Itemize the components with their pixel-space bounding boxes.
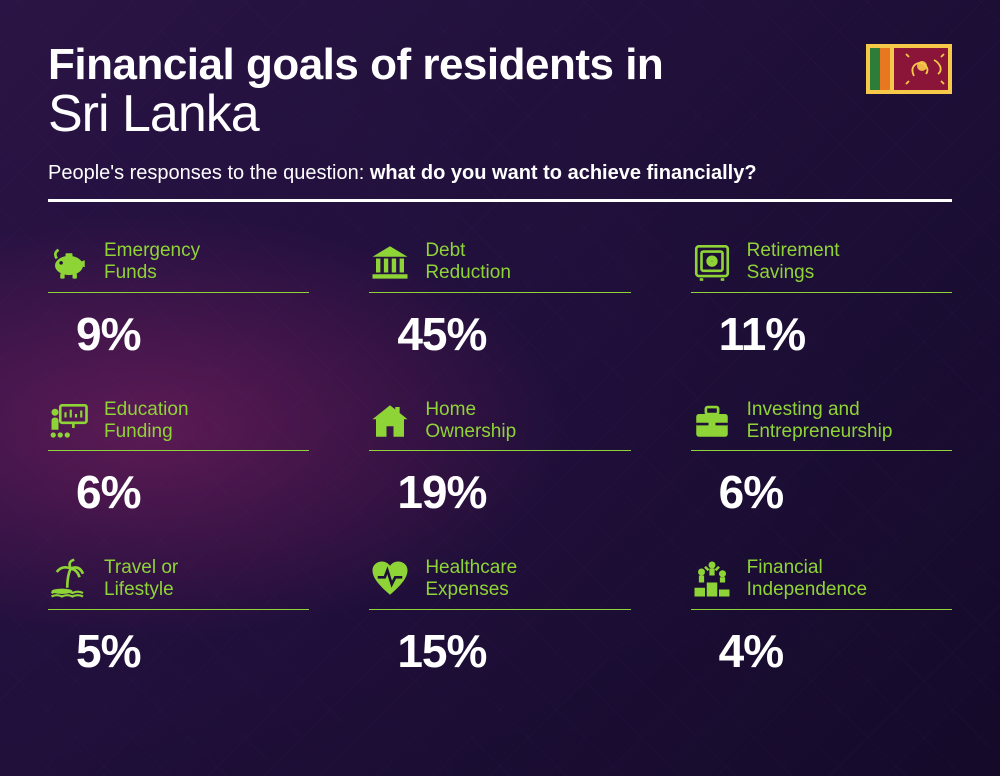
subtitle-question: what do you want to achieve financially? bbox=[370, 162, 757, 184]
stat-label-line2: Funds bbox=[104, 262, 200, 284]
stat-value: 5% bbox=[76, 624, 309, 678]
stat-item: Travel orLifestyle 5% bbox=[48, 557, 309, 678]
house-icon bbox=[369, 400, 411, 442]
stat-label-line2: Reduction bbox=[425, 262, 511, 284]
stat-item-header: DebtReduction bbox=[369, 240, 630, 293]
stat-label-line2: Independence bbox=[747, 579, 867, 601]
presentation-icon bbox=[48, 400, 90, 442]
stat-value: 11% bbox=[719, 307, 952, 361]
stat-value: 9% bbox=[76, 307, 309, 361]
briefcase-icon bbox=[691, 400, 733, 442]
stat-item-header: EmergencyFunds bbox=[48, 240, 309, 293]
stat-item-header: EducationFunding bbox=[48, 399, 309, 452]
subtitle-prefix: People's responses to the question: bbox=[48, 162, 370, 184]
stats-grid: EmergencyFunds 9% DebtReduction 45% Retireme… bbox=[48, 240, 952, 678]
stat-label: FinancialIndependence bbox=[747, 557, 867, 601]
stat-item-header: HomeOwnership bbox=[369, 399, 630, 452]
safe-icon bbox=[691, 241, 733, 283]
stat-label: HealthcareExpenses bbox=[425, 557, 517, 601]
podium-icon bbox=[691, 558, 733, 600]
stat-label: RetirementSavings bbox=[747, 240, 840, 284]
stat-value: 15% bbox=[397, 624, 630, 678]
stat-label-line1: Healthcare bbox=[425, 557, 517, 579]
stat-item-header: HealthcareExpenses bbox=[369, 557, 630, 610]
stat-item-header: Travel orLifestyle bbox=[48, 557, 309, 610]
stat-item: HomeOwnership 19% bbox=[369, 399, 630, 520]
stat-label-line1: Financial bbox=[747, 557, 867, 579]
stat-label-line2: Lifestyle bbox=[104, 579, 178, 601]
piggy-bank-icon bbox=[48, 241, 90, 283]
stat-label-line2: Entrepreneurship bbox=[747, 421, 893, 443]
stat-value: 6% bbox=[76, 465, 309, 519]
stat-label-line2: Funding bbox=[104, 421, 189, 443]
stat-label: EducationFunding bbox=[104, 399, 189, 443]
stat-label-line2: Ownership bbox=[425, 421, 516, 443]
stat-value: 45% bbox=[397, 307, 630, 361]
title-line2: Sri Lanka bbox=[48, 84, 952, 144]
divider bbox=[48, 199, 952, 202]
stat-label: EmergencyFunds bbox=[104, 240, 200, 284]
palm-icon bbox=[48, 558, 90, 600]
stat-item: EducationFunding 6% bbox=[48, 399, 309, 520]
stat-label: DebtReduction bbox=[425, 240, 511, 284]
stat-label: Investing andEntrepreneurship bbox=[747, 399, 893, 443]
stat-item: DebtReduction 45% bbox=[369, 240, 630, 361]
stat-label-line1: Investing and bbox=[747, 399, 893, 421]
sri-lanka-flag-icon bbox=[866, 44, 952, 94]
heart-icon bbox=[369, 558, 411, 600]
stat-item: HealthcareExpenses 15% bbox=[369, 557, 630, 678]
stat-label-line2: Expenses bbox=[425, 579, 517, 601]
stat-item: FinancialIndependence 4% bbox=[691, 557, 952, 678]
stat-value: 6% bbox=[719, 465, 952, 519]
stat-label: HomeOwnership bbox=[425, 399, 516, 443]
stat-item-header: Investing andEntrepreneurship bbox=[691, 399, 952, 452]
stat-label-line2: Savings bbox=[747, 262, 840, 284]
stat-label: Travel orLifestyle bbox=[104, 557, 178, 601]
stat-item: Investing andEntrepreneurship 6% bbox=[691, 399, 952, 520]
stat-label-line1: Education bbox=[104, 399, 189, 421]
stat-value: 4% bbox=[719, 624, 952, 678]
stat-item: EmergencyFunds 9% bbox=[48, 240, 309, 361]
bank-icon bbox=[369, 241, 411, 283]
stat-label-line1: Home bbox=[425, 399, 516, 421]
stat-value: 19% bbox=[397, 465, 630, 519]
title-line1: Financial goals of residents in bbox=[48, 40, 952, 90]
header: Financial goals of residents in Sri Lank… bbox=[48, 40, 952, 202]
stat-item-header: FinancialIndependence bbox=[691, 557, 952, 610]
stat-label-line1: Debt bbox=[425, 240, 511, 262]
stat-item: RetirementSavings 11% bbox=[691, 240, 952, 361]
stat-label-line1: Emergency bbox=[104, 240, 200, 262]
stat-label-line1: Retirement bbox=[747, 240, 840, 262]
stat-label-line1: Travel or bbox=[104, 557, 178, 579]
subtitle: People's responses to the question: what… bbox=[48, 162, 952, 185]
stat-item-header: RetirementSavings bbox=[691, 240, 952, 293]
